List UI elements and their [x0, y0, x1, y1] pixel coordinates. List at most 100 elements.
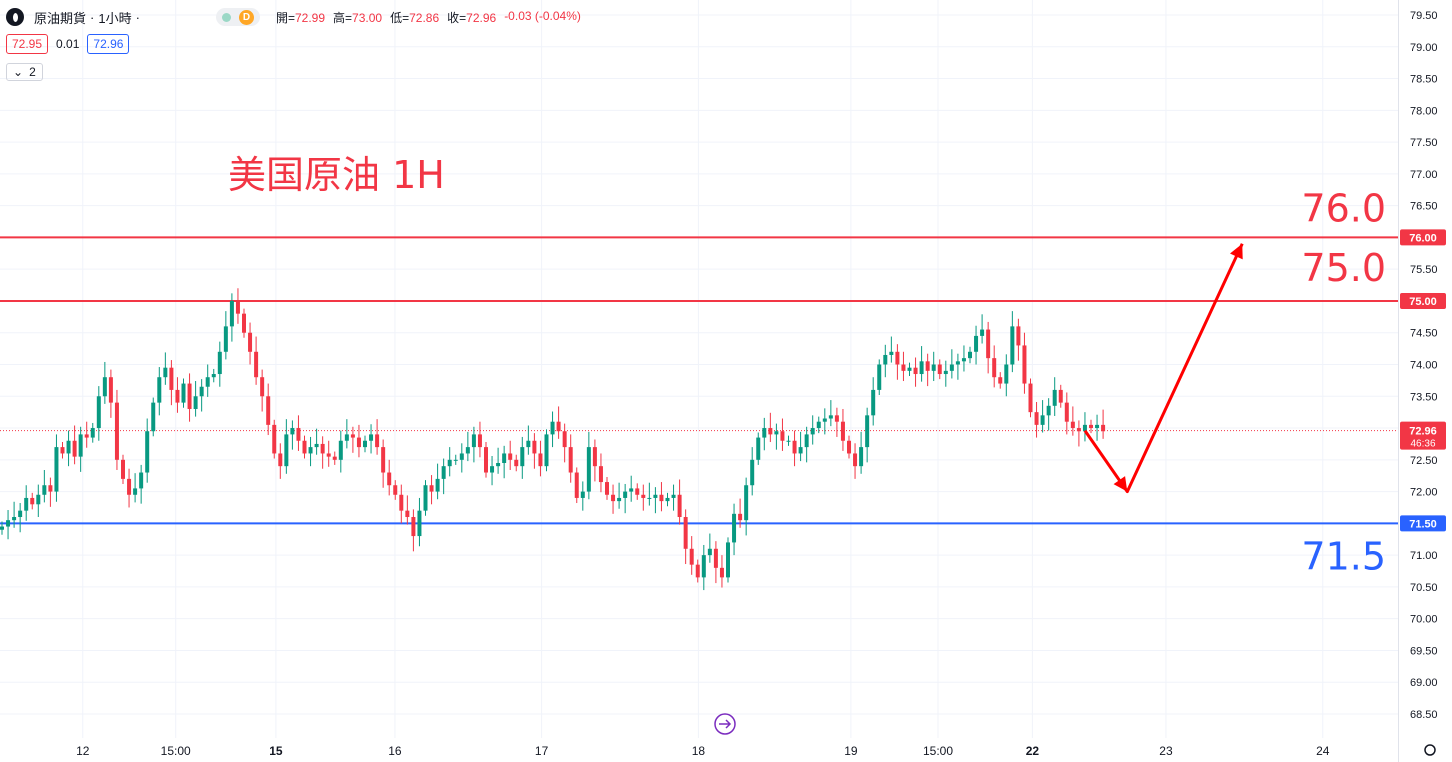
candle-body: [726, 542, 730, 578]
candle-body: [435, 478, 440, 492]
candle-body: [592, 447, 597, 467]
candle-body: [665, 497, 670, 502]
time-tick-label: 15:00: [161, 744, 191, 758]
interval-label[interactable]: 1小時: [98, 10, 132, 26]
candle-body: [48, 485, 53, 492]
candle-body: [556, 421, 561, 432]
candle-body: [883, 354, 888, 365]
candle-body: [671, 494, 676, 498]
candle-body: [338, 440, 343, 460]
settings-gear-icon[interactable]: [1424, 744, 1436, 756]
support-annotation: 71.5: [1301, 534, 1386, 578]
candle-body: [96, 396, 101, 429]
candle-body: [114, 402, 119, 460]
candle-body: [907, 367, 912, 371]
candle-body: [816, 421, 821, 429]
candle-body: [925, 361, 930, 371]
time-tick-label: 15:00: [923, 744, 953, 758]
candle-body: [441, 466, 446, 479]
time-tick-label: 12: [76, 744, 90, 758]
candle-body: [544, 434, 549, 467]
candle-body: [840, 421, 845, 441]
price-tick-label: 68.50: [1410, 709, 1438, 721]
buy-button[interactable]: 72.96: [87, 34, 130, 54]
candle-body: [677, 494, 682, 518]
candle-body: [42, 485, 47, 495]
time-tick-label: 23: [1159, 744, 1173, 758]
candle-body: [538, 453, 543, 467]
candle-body: [514, 459, 519, 467]
resistance_2-annotation: 75.0: [1301, 246, 1386, 290]
candle-body: [284, 434, 289, 467]
price-tick-label: 69.50: [1410, 645, 1438, 657]
candle-body: [199, 386, 204, 397]
price-axis: 68.50 69.00 69.50 70.00 70.50 71.00 72.00 72.50…: [1398, 0, 1446, 762]
candle-body: [871, 389, 876, 416]
candle-body: [278, 453, 283, 467]
candle-body: [913, 367, 918, 375]
candle-body: [1076, 428, 1081, 432]
candle-body: [332, 456, 337, 460]
candle-body: [229, 300, 234, 327]
candle-body: [695, 564, 700, 578]
candle-body: [1101, 424, 1106, 432]
candle-body: [786, 440, 791, 442]
candle-body: [363, 440, 367, 448]
forecast-arrowhead-up: [1230, 243, 1243, 260]
candle-body: [931, 364, 936, 371]
ohlc-close-key: 收: [447, 10, 460, 25]
candle-body: [181, 383, 186, 403]
candle-body: [1070, 421, 1075, 429]
price-tick-label: 73.50: [1410, 391, 1438, 403]
time-axis: 12 15:00 15 16 17 18 19 15:00 22 23 24: [76, 713, 1436, 758]
candle-body: [895, 351, 900, 365]
candle-body: [387, 472, 392, 486]
candle-body: [798, 447, 803, 454]
indicators-toggle[interactable]: ⌄ 2: [6, 63, 43, 81]
scroll-to-realtime-icon[interactable]: [714, 713, 736, 735]
candle-body: [254, 351, 259, 378]
candle-body: [217, 351, 222, 375]
candle-body: [320, 443, 325, 454]
candle-body: [163, 367, 168, 378]
candle-body: [901, 364, 906, 371]
ohlc-close-value: 72.96: [466, 10, 497, 25]
candle-body: [102, 377, 107, 397]
candle-body: [683, 517, 688, 549]
candle-body: [471, 434, 476, 448]
ohlc-low-key: 低: [390, 10, 403, 25]
candle-body: [707, 548, 712, 556]
candle-body: [151, 402, 156, 432]
candle-body: [399, 494, 404, 511]
candle-body: [477, 434, 482, 448]
price-tick-label: 78.50: [1410, 74, 1438, 86]
price-tick-label: 77.50: [1410, 137, 1438, 149]
candle-body: [792, 440, 797, 454]
candle-body: [738, 513, 743, 521]
candle-body: [6, 520, 11, 527]
candle-body: [732, 513, 737, 543]
candle-body: [768, 428, 773, 435]
market-open-dot-icon: [221, 12, 231, 22]
symbol-name[interactable]: 原油期貨: [34, 10, 87, 26]
candle-body: [369, 434, 374, 441]
price-tick-label: 69.00: [1410, 677, 1438, 689]
candle-body: [750, 459, 755, 486]
candle-body: [260, 377, 265, 397]
price-tick-label: 78.00: [1410, 105, 1438, 117]
candles: [0, 288, 1106, 591]
price-change: -0.03 (-0.04%): [504, 8, 581, 23]
candle-body: [272, 424, 277, 454]
candle-body: [465, 447, 470, 454]
candle-body: [1010, 326, 1015, 365]
chevron-down-icon: ⌄: [13, 65, 24, 79]
market-status[interactable]: D: [215, 8, 260, 26]
candle-body: [1016, 326, 1021, 346]
candle-body: [744, 485, 749, 521]
time-tick-label: 19: [844, 744, 858, 758]
sell-button[interactable]: 72.95: [6, 34, 49, 54]
candle-body: [1064, 402, 1069, 422]
candle-body: [490, 466, 495, 473]
ohlc-low-value: 72.86: [409, 10, 440, 25]
